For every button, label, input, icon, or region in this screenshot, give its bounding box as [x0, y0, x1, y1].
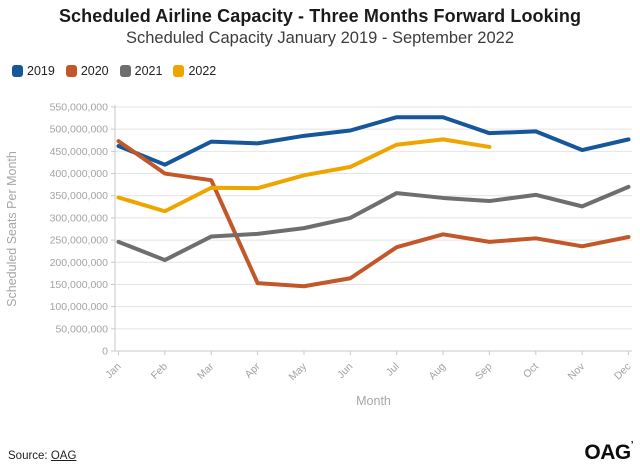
x-tick-label: Nov: [566, 360, 588, 382]
chart-title: Scheduled Airline Capacity - Three Month…: [58, 6, 582, 26]
chart-subtitle: Scheduled Capacity January 2019 - Septem…: [126, 29, 514, 47]
series-line-2019: [116, 115, 631, 167]
legend-swatch-2021: [119, 65, 131, 77]
oag-logo: OAG’: [584, 440, 634, 464]
x-tick-label: May: [287, 360, 310, 383]
x-tick-label: Apr: [243, 360, 263, 380]
legend-label: 2021: [134, 64, 163, 78]
y-tick-label: 50,000,000: [55, 323, 108, 335]
y-tick-label: 250,000,000: [50, 235, 109, 247]
x-axis-title: Month: [356, 394, 391, 408]
y-tick-label: 150,000,000: [50, 279, 109, 291]
legend-swatch-2020: [65, 65, 77, 77]
source-note: Source: OAG: [8, 450, 76, 462]
series-line-2020: [116, 139, 631, 289]
y-tick-label: 200,000,000: [50, 257, 109, 269]
source-link[interactable]: OAG: [50, 450, 77, 462]
y-tick-label: 450,000,000: [50, 146, 109, 158]
x-tick-label: Aug: [426, 361, 448, 383]
x-tick-label: Jun: [335, 361, 356, 382]
y-tick-label: 100,000,000: [50, 301, 109, 313]
oag-logo-mark: ’: [630, 440, 634, 451]
legend-label: 2022: [188, 64, 217, 78]
y-tick-label: 350,000,000: [50, 190, 109, 202]
y-tick-label: 0: [102, 346, 108, 358]
x-tick-label: Jul: [384, 361, 402, 379]
y-tick-label: 500,000,000: [50, 124, 109, 136]
legend-swatch-2019: [12, 65, 23, 77]
y-axis-title: Scheduled Seats Per Month: [5, 151, 19, 307]
legend-item-2020: 2020: [65, 64, 109, 78]
legend-label: 2020: [80, 64, 109, 78]
y-tick-label: 400,000,000: [50, 168, 109, 180]
series-line-2021: [116, 184, 631, 263]
x-tick-label: Dec: [612, 361, 634, 383]
x-tick-label: Jan: [103, 361, 124, 382]
series-line-2022: [116, 137, 492, 214]
legend-item-2022: 2022: [173, 64, 216, 78]
oag-logo-text: OAG: [584, 441, 631, 464]
legend-item-2019: 2019: [12, 64, 55, 78]
source-label: Source:: [8, 450, 48, 462]
y-tick-label: 550,000,000: [50, 102, 109, 114]
x-tick-label: Oct: [521, 361, 541, 381]
legend-swatch-2022: [173, 65, 185, 77]
line-chart: 0 50,000,000 100,000,000 150,000,000 200,000…: [5, 102, 634, 409]
x-tick-label: Sep: [473, 361, 495, 383]
legend: 2019 2020 2021 2022: [12, 64, 216, 78]
x-tick-label: Mar: [195, 360, 217, 382]
y-tick-label: 300,000,000: [50, 212, 109, 224]
x-tick-label: Feb: [149, 361, 170, 382]
legend-item-2021: 2021: [119, 64, 163, 78]
legend-label: 2019: [27, 64, 55, 78]
